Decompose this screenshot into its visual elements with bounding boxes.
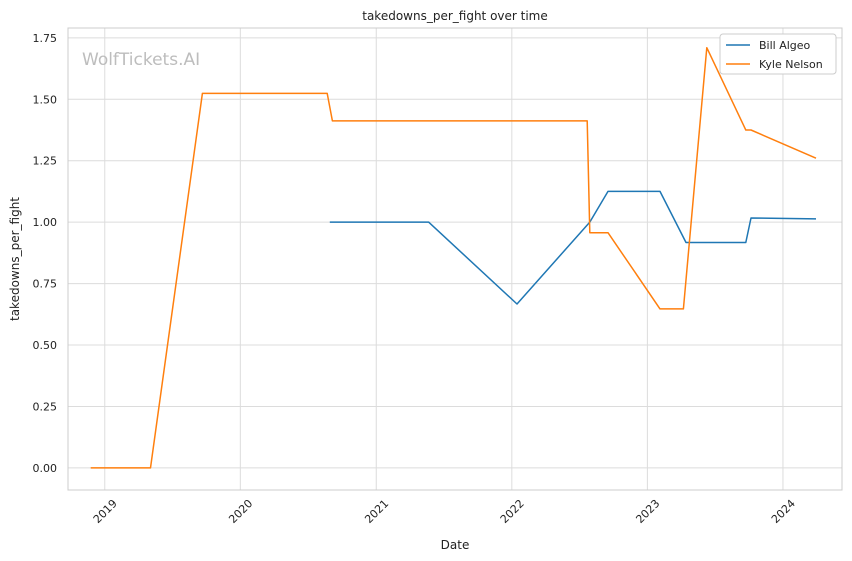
legend-label-kyle-nelson: Kyle Nelson xyxy=(759,58,823,71)
grid xyxy=(68,28,842,490)
y-tick-labels: 0.00 0.25 0.50 0.75 1.00 1.25 1.50 1.75 xyxy=(33,32,58,475)
y-tick-label: 1.50 xyxy=(33,93,58,106)
y-tick-label: 0.25 xyxy=(33,400,58,413)
chart-title: takedowns_per_fight over time xyxy=(362,9,548,23)
plot-frame xyxy=(67,27,843,491)
watermark-text: WolfTickets.AI xyxy=(82,50,200,70)
y-axis-label: takedowns_per_fight xyxy=(8,197,22,321)
legend-label-bill-algeo: Bill Algeo xyxy=(759,39,811,52)
legend: Bill Algeo Kyle Nelson xyxy=(719,33,837,75)
series-layer xyxy=(90,46,817,469)
series-line-kyle-nelson xyxy=(90,46,817,469)
y-tick-label: 1.75 xyxy=(33,32,58,45)
y-tick-label: 1.25 xyxy=(33,155,58,168)
y-tick-label: 0.50 xyxy=(33,339,58,352)
x-axis-label: Date xyxy=(441,538,470,552)
y-tick-label: 0.75 xyxy=(33,278,58,291)
y-tick-label: 0.00 xyxy=(33,462,58,475)
series-line-bill-algeo xyxy=(329,190,817,305)
y-tick-label: 1.00 xyxy=(33,216,58,229)
